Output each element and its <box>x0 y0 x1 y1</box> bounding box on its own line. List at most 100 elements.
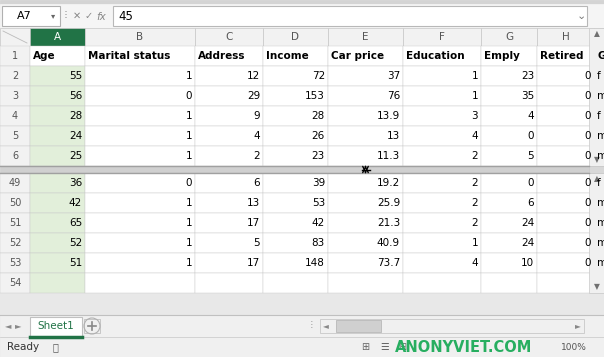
Text: fx: fx <box>96 11 106 21</box>
Bar <box>85 126 195 146</box>
Bar <box>263 213 328 233</box>
Bar <box>537 173 594 193</box>
Text: F: F <box>439 32 445 42</box>
Text: 24: 24 <box>69 131 82 141</box>
Bar <box>195 193 263 213</box>
Text: 1: 1 <box>185 111 192 121</box>
Text: 4: 4 <box>12 111 18 121</box>
Bar <box>0 253 30 273</box>
Bar <box>0 28 30 46</box>
Bar <box>195 253 263 273</box>
Text: m: m <box>597 258 604 268</box>
Text: 0: 0 <box>585 111 591 121</box>
Bar <box>30 233 85 253</box>
Bar <box>328 46 403 66</box>
Text: ⊟: ⊟ <box>398 342 406 352</box>
Text: ▼: ▼ <box>594 156 599 165</box>
Bar <box>263 86 328 106</box>
Text: 23: 23 <box>521 71 534 81</box>
Text: m: m <box>597 151 604 161</box>
Bar <box>594 253 604 273</box>
Text: Gender: Gender <box>597 51 604 61</box>
Bar <box>85 28 195 46</box>
Text: 53: 53 <box>9 258 21 268</box>
Text: 73.7: 73.7 <box>377 258 400 268</box>
Bar <box>263 126 328 146</box>
Bar <box>336 320 381 332</box>
Bar <box>537 106 594 126</box>
Bar <box>537 66 594 86</box>
Text: 2: 2 <box>471 178 478 188</box>
Bar <box>263 253 328 273</box>
Text: 29: 29 <box>247 91 260 101</box>
Bar <box>537 46 594 66</box>
Text: Education: Education <box>406 51 464 61</box>
Bar <box>537 146 594 166</box>
Text: 28: 28 <box>312 111 325 121</box>
Text: 0: 0 <box>585 218 591 228</box>
Bar <box>328 193 403 213</box>
Bar <box>195 66 263 86</box>
Text: 0: 0 <box>585 238 591 248</box>
Bar <box>85 273 195 293</box>
Bar <box>30 46 85 66</box>
Bar <box>30 253 85 273</box>
Bar <box>589 166 604 173</box>
Bar <box>30 273 85 293</box>
Bar <box>403 46 481 66</box>
Text: m: m <box>597 218 604 228</box>
Bar <box>328 106 403 126</box>
Text: ⁝: ⁝ <box>310 321 314 331</box>
Text: 13.9: 13.9 <box>377 111 400 121</box>
Bar <box>85 146 195 166</box>
Bar <box>263 28 328 46</box>
Bar <box>328 233 403 253</box>
Text: 21.3: 21.3 <box>377 218 400 228</box>
Bar <box>30 146 85 166</box>
Bar <box>594 273 604 293</box>
Text: Age: Age <box>33 51 56 61</box>
Bar <box>0 173 30 193</box>
Bar <box>594 126 604 146</box>
Text: f: f <box>597 71 601 81</box>
Bar <box>481 253 537 273</box>
Text: Ready: Ready <box>7 342 39 352</box>
Text: 24: 24 <box>521 218 534 228</box>
Bar <box>30 86 85 106</box>
Bar <box>195 46 263 66</box>
Bar <box>195 233 263 253</box>
Text: 0: 0 <box>527 131 534 141</box>
Bar <box>403 253 481 273</box>
Bar <box>328 146 403 166</box>
Text: D: D <box>292 32 300 42</box>
Bar <box>594 233 604 253</box>
Text: 6: 6 <box>12 151 18 161</box>
Text: 24: 24 <box>521 238 534 248</box>
Text: 4: 4 <box>471 258 478 268</box>
Text: ⁝: ⁝ <box>64 10 68 22</box>
Text: 17: 17 <box>247 218 260 228</box>
Text: 100%: 100% <box>561 342 587 352</box>
Text: 12: 12 <box>247 71 260 81</box>
Text: m: m <box>597 198 604 208</box>
Text: H: H <box>562 32 570 42</box>
Text: m: m <box>597 238 604 248</box>
Text: 40.9: 40.9 <box>377 238 400 248</box>
Bar <box>589 173 604 293</box>
Bar <box>403 86 481 106</box>
Bar <box>594 193 604 213</box>
Text: ◄: ◄ <box>323 322 329 331</box>
Bar <box>481 46 537 66</box>
Text: 1: 1 <box>185 151 192 161</box>
Bar <box>403 106 481 126</box>
Bar <box>328 126 403 146</box>
Text: 4: 4 <box>471 131 478 141</box>
Text: ☰: ☰ <box>381 342 390 352</box>
Text: 5: 5 <box>12 131 18 141</box>
Text: 45: 45 <box>118 10 133 22</box>
Bar <box>481 233 537 253</box>
Text: 1: 1 <box>471 91 478 101</box>
Bar <box>537 273 594 293</box>
Text: Marital status: Marital status <box>88 51 170 61</box>
Text: 3: 3 <box>471 111 478 121</box>
